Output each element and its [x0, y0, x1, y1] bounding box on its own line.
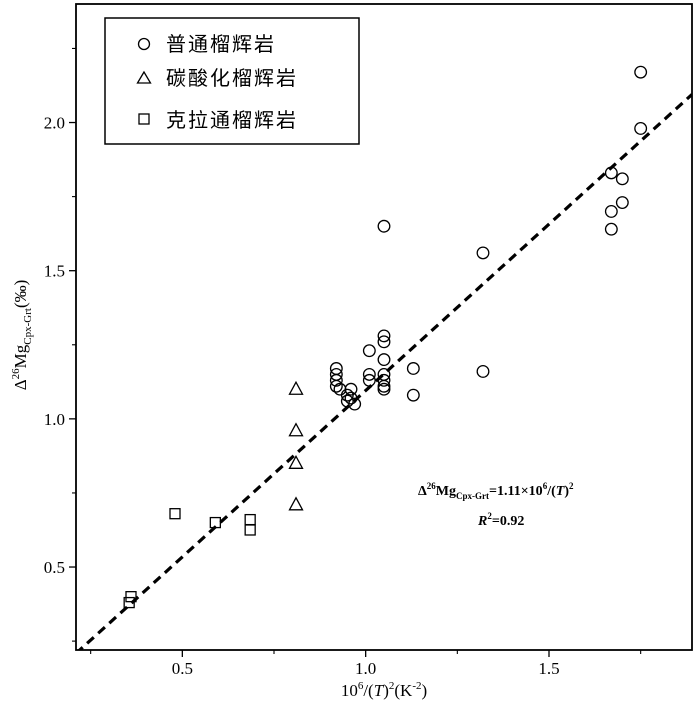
eq-delta: Δ — [418, 484, 427, 499]
r2-sup: 2 — [487, 511, 492, 521]
data-point-circle — [377, 379, 391, 393]
xlabel-unit-open: (K — [394, 681, 413, 700]
data-point-circle — [634, 65, 648, 79]
data-point-circle — [634, 122, 648, 135]
legend-label-cratonic-eclogite: 克拉通榴辉岩 — [166, 108, 298, 132]
eq-tail-close: ) — [564, 484, 569, 499]
y-tick-label: 1.5 — [44, 262, 65, 281]
data-point-circle — [362, 367, 376, 381]
ylabel-sub: Cpx-Grt — [22, 308, 34, 345]
data-point-circle — [377, 382, 391, 396]
data-point-circle — [406, 388, 420, 402]
data-point-circle — [377, 373, 391, 387]
data-point-circle — [476, 364, 490, 378]
data-point-square — [244, 524, 256, 536]
data-point-circle — [344, 382, 358, 396]
y-tick-label: 2.0 — [44, 114, 65, 133]
data-point-circle — [604, 204, 618, 218]
eq-italic: T — [556, 484, 566, 499]
data-point-circle — [362, 344, 376, 358]
y-tick-label: 1.0 — [44, 410, 65, 429]
data-point-circle — [604, 166, 618, 180]
data-point-circle — [604, 222, 618, 236]
x-tick-label: 1.0 — [355, 659, 376, 678]
legend-label-carbonated-eclogite: 碳酸化榴辉岩 — [166, 66, 298, 90]
legend: 普通榴辉岩 碳酸化榴辉岩 克拉通榴辉岩 — [104, 17, 360, 145]
data-point-triangle — [288, 496, 304, 511]
r2-italic: R — [477, 514, 487, 529]
r2-rest: =0.92 — [492, 514, 524, 529]
xlabel-sup1: 6 — [358, 680, 364, 692]
ylabel-main: Mg — [11, 344, 30, 368]
data-point-circle — [329, 373, 343, 387]
x-tick-label: 1.5 — [538, 659, 559, 678]
data-point-square — [169, 508, 181, 520]
eq-tail-open: /( — [546, 484, 556, 499]
xlabel-mid: /( — [363, 681, 374, 700]
data-point-triangle — [288, 422, 304, 437]
legend-circle-marker — [137, 37, 151, 51]
data-point-circle — [377, 219, 391, 233]
data-point-square — [125, 591, 137, 603]
ticks-layer: 0.5 1.0 1.5 0.5 1.0 1.5 2.0 — [44, 47, 642, 678]
data-point-circle — [377, 335, 391, 349]
xlabel-pre: 10 — [341, 681, 358, 700]
data-point-circle — [340, 394, 354, 408]
data-point-circle — [362, 373, 376, 387]
data-point-circle — [615, 196, 629, 209]
data-point-circle — [348, 397, 362, 411]
data-point-square — [244, 513, 256, 526]
data-point-circle — [406, 362, 420, 375]
ylabel-unit: (‰) — [11, 280, 30, 308]
xlabel-unit-close: ) — [421, 681, 427, 700]
ylabel-delta: Δ — [11, 379, 30, 390]
plot-frame — [75, 3, 693, 651]
legend-triangle-marker — [136, 70, 152, 84]
xlabel-post: ) — [383, 681, 389, 700]
data-point-circle — [615, 172, 629, 186]
y-axis-title: Δ26MgCpx-Grt(‰) — [10, 280, 34, 391]
data-point-circle — [329, 379, 343, 393]
data-layer — [77, 65, 692, 650]
xlabel-sup3: -2 — [412, 680, 421, 692]
r-squared: R2=0.92 — [477, 511, 524, 529]
fit-equation: Δ26MgCpx-Grt=1.11×106/(T)2 — [418, 481, 574, 501]
data-point-circle — [476, 246, 490, 260]
eq-sup3: 2 — [569, 481, 574, 491]
legend-square-marker — [138, 113, 150, 125]
eq-sup2: 6 — [543, 481, 548, 491]
ylabel-sup: 26 — [10, 368, 22, 380]
xlabel-sup2: 2 — [389, 680, 395, 692]
legend-label-ordinary-eclogite: 普通榴辉岩 — [166, 32, 276, 56]
data-point-square — [209, 516, 221, 529]
eq-rest: =1.11×10 — [489, 484, 543, 499]
x-tick-label: 0.5 — [172, 659, 193, 678]
xlabel-italic: T — [374, 681, 385, 700]
data-point-circle — [377, 353, 391, 367]
y-tick-label: 0.5 — [44, 558, 65, 577]
fit-line — [77, 93, 692, 650]
data-point-triangle — [288, 454, 304, 469]
data-point-triangle — [288, 380, 304, 395]
x-axis-title: 106/(T)2(K-2) — [341, 680, 427, 700]
data-point-circle — [377, 329, 391, 343]
data-point-square — [123, 596, 135, 609]
eq-sub: Cpx-Grt — [456, 491, 489, 501]
eq-sup: 26 — [427, 481, 437, 491]
eq-main: Mg — [436, 484, 456, 499]
